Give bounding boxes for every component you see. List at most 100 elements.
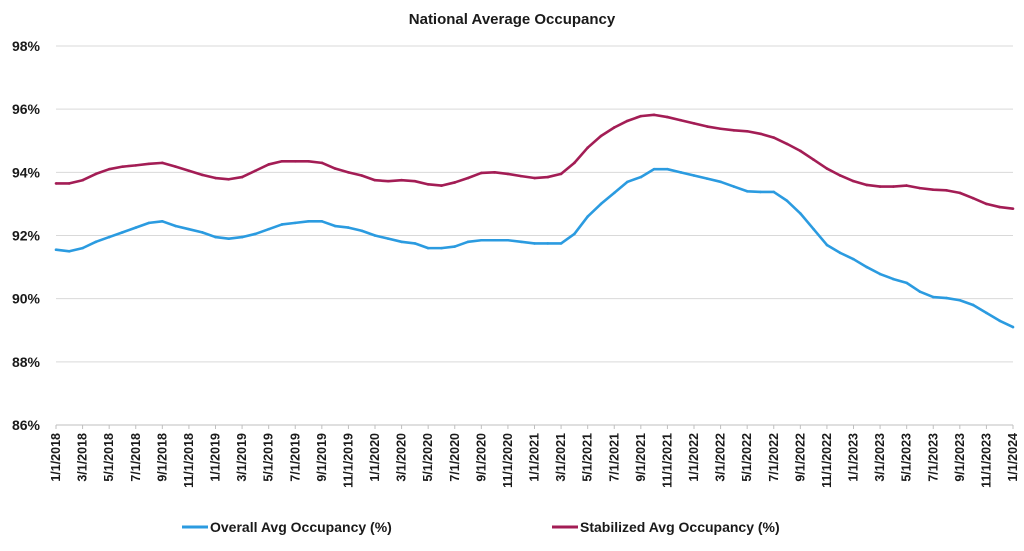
data-point xyxy=(812,227,815,231)
data-point xyxy=(905,184,908,187)
data-point xyxy=(958,191,962,195)
x-tick-label: 7/1/2021 xyxy=(607,433,621,482)
x-tick-label: 5/1/2020 xyxy=(421,433,435,482)
x-tick-label: 1/1/2023 xyxy=(847,433,861,482)
data-point xyxy=(293,159,297,163)
data-point xyxy=(666,167,669,171)
data-point xyxy=(81,178,84,182)
data-point xyxy=(280,159,284,163)
data-point xyxy=(825,243,829,247)
data-point xyxy=(772,190,776,194)
data-point xyxy=(293,221,297,225)
x-tick-label: 9/1/2022 xyxy=(793,433,807,482)
data-point xyxy=(652,167,656,171)
data-point xyxy=(200,173,204,177)
series-lines xyxy=(54,113,1015,329)
data-point xyxy=(320,219,324,223)
x-tick-label: 11/1/2019 xyxy=(341,433,355,488)
data-point xyxy=(759,132,762,136)
x-tick-label: 1/1/2024 xyxy=(1006,433,1020,482)
data-point xyxy=(440,246,443,250)
data-point xyxy=(599,202,603,206)
data-point xyxy=(254,169,257,173)
data-point xyxy=(799,149,802,153)
data-point xyxy=(732,185,736,188)
data-point xyxy=(147,162,151,166)
data-point xyxy=(121,231,124,234)
data-point xyxy=(878,272,882,276)
data-point xyxy=(333,224,337,228)
data-point xyxy=(772,136,776,139)
data-point xyxy=(240,235,244,239)
x-tick-label: 11/1/2021 xyxy=(660,433,674,488)
data-point xyxy=(94,172,98,176)
data-point xyxy=(227,237,231,240)
y-tick-label: 88% xyxy=(12,354,41,370)
data-point xyxy=(639,175,643,179)
data-point xyxy=(466,240,470,244)
data-point xyxy=(985,311,988,315)
x-tick-label: 11/1/2023 xyxy=(979,433,993,488)
data-point xyxy=(892,185,895,188)
data-point xyxy=(506,172,510,176)
x-tick-label: 5/1/2021 xyxy=(581,433,595,482)
data-point xyxy=(480,238,483,242)
y-axis-tick-labels: 98% 96% 94% 92% 90% 88% 86% xyxy=(12,38,41,433)
x-tick-label: 3/1/2022 xyxy=(714,433,728,482)
data-point xyxy=(240,175,244,179)
data-point xyxy=(174,165,177,168)
data-point xyxy=(838,174,842,177)
data-point xyxy=(386,179,390,183)
data-point xyxy=(54,182,58,185)
data-point xyxy=(174,224,177,228)
data-point xyxy=(440,184,443,187)
data-point xyxy=(639,114,643,118)
data-point xyxy=(679,118,683,122)
data-point xyxy=(134,226,138,229)
x-tick-label: 9/1/2020 xyxy=(474,433,488,482)
data-point xyxy=(971,303,975,307)
data-point xyxy=(400,178,403,182)
data-point xyxy=(799,212,802,215)
series-line-overall xyxy=(55,167,1014,329)
x-tick-label: 5/1/2018 xyxy=(102,433,116,482)
data-point xyxy=(852,257,855,261)
x-tick-label: 3/1/2023 xyxy=(873,433,887,482)
data-point xyxy=(1011,207,1015,210)
data-point xyxy=(107,235,111,239)
data-point xyxy=(94,240,98,244)
data-point xyxy=(493,238,496,242)
data-point xyxy=(493,171,496,174)
data-point xyxy=(759,190,762,194)
data-point xyxy=(254,232,257,236)
data-point xyxy=(852,179,855,183)
data-point xyxy=(918,186,922,190)
data-point xyxy=(679,171,683,174)
x-tick-label: 9/1/2023 xyxy=(953,433,967,482)
y-tick-label: 98% xyxy=(12,38,41,54)
y-tick-label: 86% xyxy=(12,417,41,433)
y-tick-label: 96% xyxy=(12,101,41,117)
data-point xyxy=(267,163,270,166)
x-tick-label: 7/1/2023 xyxy=(926,433,940,482)
data-point xyxy=(67,182,71,185)
data-point xyxy=(187,169,191,173)
data-point xyxy=(892,277,895,281)
x-tick-label: 7/1/2018 xyxy=(129,433,143,482)
x-tick-label: 5/1/2019 xyxy=(262,433,276,482)
data-point xyxy=(81,246,84,250)
data-point xyxy=(812,158,815,161)
data-point xyxy=(945,189,948,192)
data-point xyxy=(187,227,191,231)
x-tick-label: 9/1/2021 xyxy=(634,433,648,482)
x-tick-label: 3/1/2021 xyxy=(554,433,568,482)
data-point xyxy=(280,223,284,226)
data-point xyxy=(519,240,523,244)
data-point xyxy=(54,248,58,252)
data-point xyxy=(865,265,869,269)
x-tick-label: 11/1/2020 xyxy=(501,433,515,488)
data-point xyxy=(506,238,510,242)
data-point xyxy=(652,113,656,117)
data-point xyxy=(612,126,616,129)
data-point xyxy=(333,167,337,170)
